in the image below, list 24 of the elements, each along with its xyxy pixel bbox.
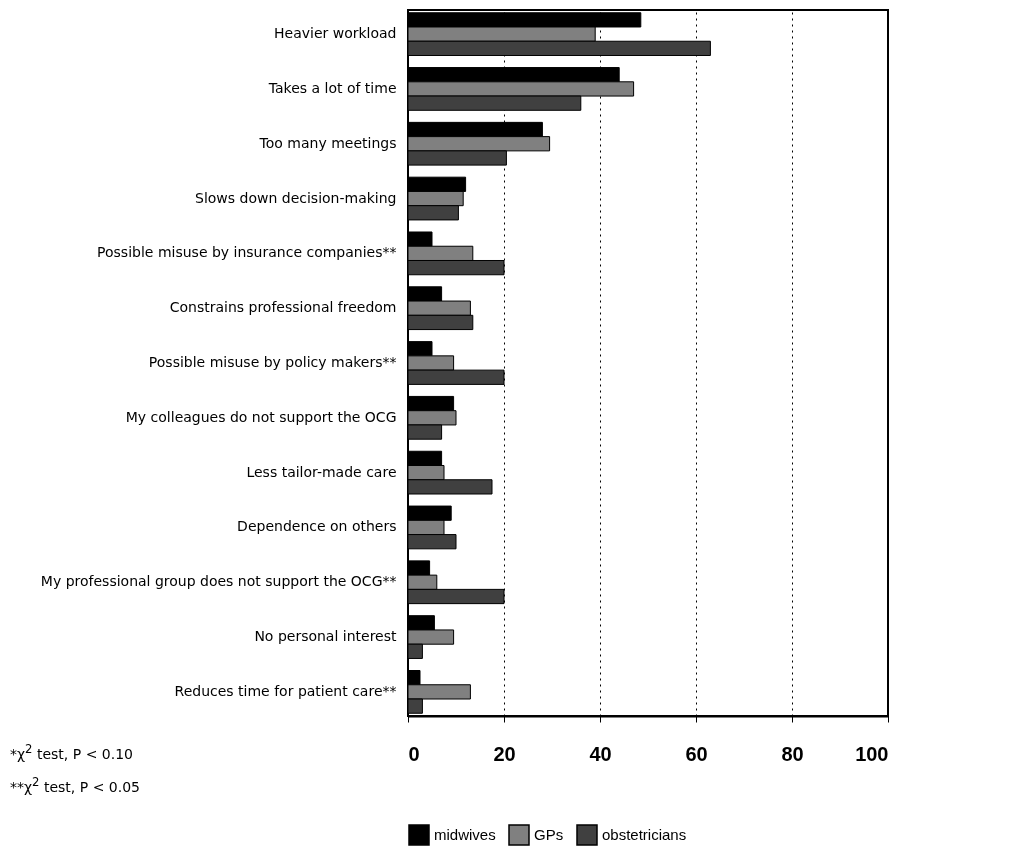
- y-tick-label: Possible misuse by policy makers**: [148, 354, 397, 370]
- legend-label: obstetricians: [602, 826, 687, 843]
- y-tick-label: My colleagues do not support the OCG: [125, 408, 397, 425]
- legend-label: GPs: [534, 826, 564, 843]
- x-tick-label: 60: [685, 742, 708, 765]
- y-tick-label: Possible misuse by insurance companies**: [97, 244, 397, 261]
- text: *χ$^{2}$ test, P < 0.10: [10, 742, 133, 762]
- y-tick-label: Takes a lot of time: [267, 79, 397, 96]
- x-tick-label: 0: [408, 742, 420, 765]
- x-tick-label: 40: [589, 742, 612, 765]
- y-tick-label: Slows down decision-making: [195, 189, 397, 206]
- x-tick-label: 100: [855, 742, 889, 765]
- y-tick-label: No personal interest: [254, 628, 398, 645]
- y-tick-label: My professional group does not support the OCG**: [40, 573, 397, 590]
- x-tick-label: 20: [493, 742, 516, 765]
- text: **χ$^{2}$ test, P < 0.05: [10, 775, 140, 795]
- y-tick-label: Dependence on others: [237, 518, 397, 535]
- y-tick-label: Less tailor-made care: [246, 463, 397, 480]
- x-tick-label: 80: [781, 742, 804, 765]
- y-tick-label: Reduces time for patient care**: [174, 682, 397, 699]
- y-tick-label: Too many meetings: [258, 134, 397, 151]
- y-tick-label: Heavier workload: [273, 25, 397, 42]
- legend-label: midwives: [434, 826, 496, 843]
- y-tick-label: Constrains professional freedom: [169, 299, 397, 316]
